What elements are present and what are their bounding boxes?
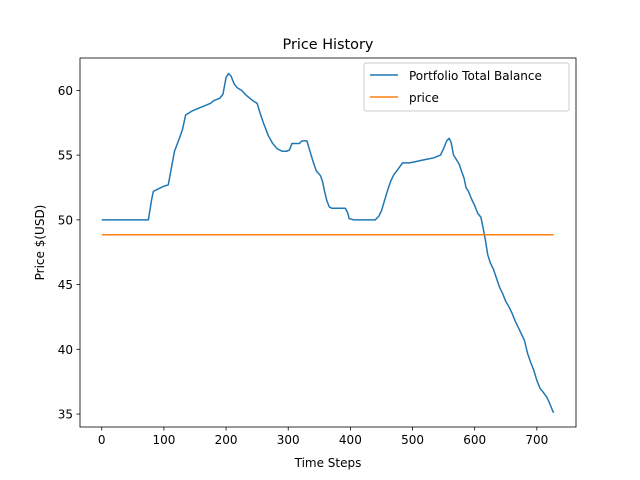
y-tick-label: 60	[58, 84, 73, 98]
x-tick-label: 100	[152, 433, 175, 447]
y-tick-label: 35	[58, 408, 73, 422]
legend-label-price: price	[409, 91, 439, 105]
y-tick-label: 50	[58, 213, 73, 227]
y-axis: 35 40 45 50 55 60	[58, 84, 80, 422]
x-tick-label: 700	[525, 433, 548, 447]
x-tick-label: 300	[277, 433, 300, 447]
y-tick-label: 40	[58, 343, 73, 357]
chart-title: Price History	[283, 37, 374, 53]
series-line-portfolio-total-balance	[101, 72, 555, 414]
y-axis-label: Price $(USD)	[33, 205, 47, 281]
plot-frame	[79, 57, 577, 428]
x-axis-label: Time Steps	[294, 456, 362, 470]
legend: Portfolio Total Balance price	[363, 62, 570, 112]
x-tick-label: 500	[401, 433, 424, 447]
series-layer	[101, 72, 555, 414]
x-axis: 0 100 200 300 400 500 600 700	[98, 427, 548, 447]
x-tick-label: 200	[215, 433, 238, 447]
legend-label-portfolio: Portfolio Total Balance	[409, 69, 542, 83]
x-tick-label: 400	[339, 433, 362, 447]
x-tick-label: 600	[463, 433, 486, 447]
x-tick-label: 0	[98, 433, 106, 447]
y-tick-label: 55	[58, 149, 73, 163]
y-tick-label: 45	[58, 278, 73, 292]
legend-box	[363, 62, 570, 112]
